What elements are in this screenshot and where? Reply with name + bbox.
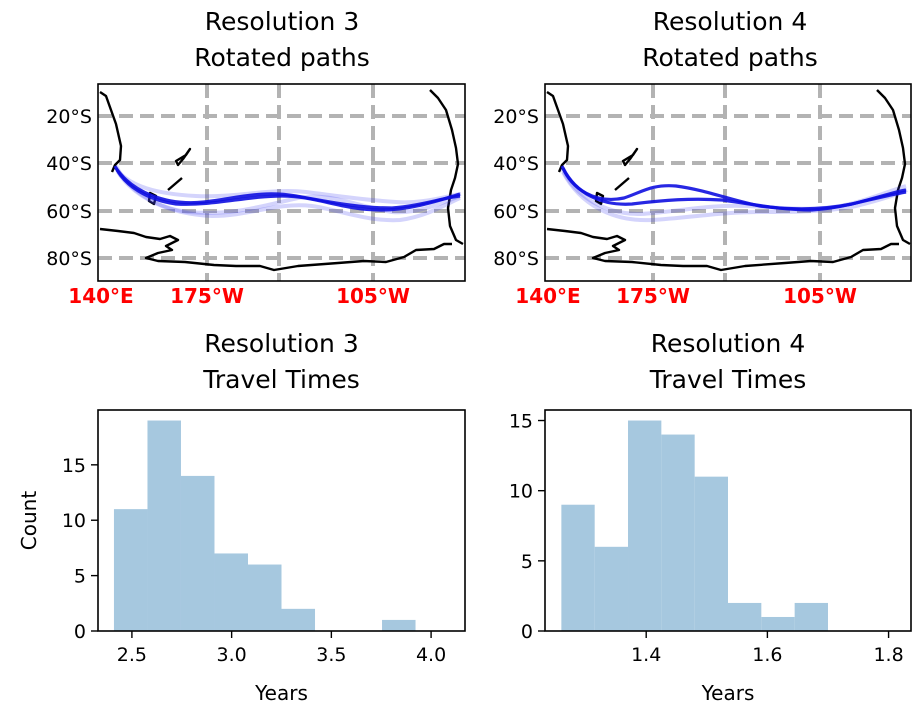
x-axis-label: Years: [701, 681, 755, 705]
lat-tick-label: 40°S: [493, 153, 539, 175]
y-tick-label: 0: [521, 621, 533, 643]
lat-tick-labels: 20°S 40°S 60°S 80°S: [46, 106, 92, 270]
lon-tick-label-175w: 175°W: [616, 284, 690, 308]
map-title-line-2: Rotated paths: [642, 43, 818, 72]
lon-tick-label-175w: 175°W: [170, 284, 244, 308]
coastline-new-zealand-n: [621, 147, 639, 167]
y-tick-label: 15: [62, 455, 86, 477]
coastline-antarctica: [99, 227, 452, 272]
histogram-bar: [794, 602, 828, 631]
histogram-bar: [247, 564, 282, 631]
coastlines: [99, 89, 464, 272]
histogram-title-line-1: Resolution 3: [204, 329, 358, 358]
histogram-bar: [761, 616, 795, 631]
lat-tick-label: 40°S: [46, 153, 92, 175]
particle-path-2: [561, 167, 907, 212]
lat-tick-label: 80°S: [46, 248, 92, 270]
y-tick-label: 15: [509, 411, 533, 433]
lon-tick-label-140e: 140°E: [515, 284, 580, 308]
coastline-australia: [546, 91, 570, 173]
histogram-bar: [113, 509, 148, 631]
histogram-bar: [214, 553, 248, 631]
map-title-line-1: Resolution 4: [653, 7, 807, 36]
histogram-title-line-2: Travel Times: [649, 365, 806, 394]
histogram-bar: [180, 475, 215, 631]
histogram-title-line-1: Resolution 4: [651, 329, 805, 358]
histogram-frame: [544, 409, 912, 632]
y-tick-label: 5: [521, 551, 533, 573]
y-axis-label: Count: [17, 491, 41, 551]
histogram-panel-resolution-3: Resolution 3 Travel Times 2.5 3.0 3.5 4.0 0 5 10…: [17, 329, 466, 705]
particle-path-2: [114, 167, 461, 210]
coastline-south-america: [429, 89, 464, 246]
x-axis-label: Years: [254, 681, 308, 705]
map-frame: [544, 83, 912, 282]
coastline-antarctica: [546, 227, 899, 272]
histogram-bar: [728, 602, 762, 631]
y-tick-label: 10: [509, 481, 533, 503]
y-tick-label: 0: [74, 621, 86, 643]
y-tick-label: 10: [62, 510, 86, 532]
coastlines: [546, 89, 911, 272]
lon-tick-label-105w: 105°W: [336, 284, 410, 308]
coastline-new-zealand-s: [167, 177, 183, 191]
coastline-new-zealand-s: [614, 177, 630, 191]
particle-path-faint-2: [561, 171, 908, 223]
lat-tick-label: 60°S: [46, 201, 92, 223]
x-tick-label: 3.5: [316, 644, 346, 666]
histogram-bar: [382, 619, 416, 631]
map-title-line-1: Resolution 3: [205, 7, 359, 36]
lon-tick-label-105w: 105°W: [783, 284, 857, 308]
coastline-south-america: [876, 89, 911, 246]
histogram-bar: [561, 504, 595, 631]
histogram-bar: [147, 420, 181, 631]
map-panel-resolution-4: Resolution 4 Rotated paths 20°S: [493, 7, 912, 308]
lon-tick-labels: 140°E 175°W 105°W: [68, 284, 410, 308]
lon-tick-label-140e: 140°E: [68, 284, 133, 308]
histogram-title-line-2: Travel Times: [202, 365, 359, 394]
map-title-line-2: Rotated paths: [194, 43, 370, 72]
histogram-panel-resolution-4: Resolution 4 Travel Times 1.4 1.6 1.8 0 5 10 15 Y…: [509, 329, 912, 705]
map-panel-resolution-3: Resolution 3 Rotated paths: [46, 7, 466, 308]
map-frame: [97, 83, 466, 282]
x-tick-label: 3.0: [217, 644, 247, 666]
particle-path-faint-3: [115, 168, 462, 205]
coastline-new-zealand-n: [174, 147, 192, 167]
x-tick-label: 4.0: [416, 644, 446, 666]
histogram-bar: [694, 476, 728, 631]
x-tick-label: 1.6: [752, 644, 782, 666]
map-gridlines: [545, 84, 911, 281]
x-tick-label: 1.8: [873, 644, 903, 666]
lon-tick-labels: 140°E 175°W 105°W: [515, 284, 857, 308]
particle-paths: [560, 165, 908, 223]
lat-tick-label: 60°S: [493, 201, 539, 223]
y-tick-label: 5: [74, 566, 86, 588]
histogram-bar: [661, 434, 695, 631]
lat-tick-label: 80°S: [493, 248, 539, 270]
lat-tick-label: 20°S: [46, 106, 92, 128]
map-gridlines: [98, 84, 465, 281]
lat-tick-labels: 20°S 40°S 60°S 80°S: [493, 106, 539, 270]
histogram-bar: [628, 420, 662, 631]
lat-tick-label: 20°S: [493, 106, 539, 128]
x-tick-label: 1.4: [631, 644, 661, 666]
x-tick-label: 2.5: [117, 644, 147, 666]
particle-path-faint-2: [116, 170, 461, 223]
coastline-australia: [99, 91, 123, 173]
particle-paths: [113, 165, 462, 223]
histogram-bar: [594, 546, 629, 631]
histogram-bar: [281, 608, 316, 631]
